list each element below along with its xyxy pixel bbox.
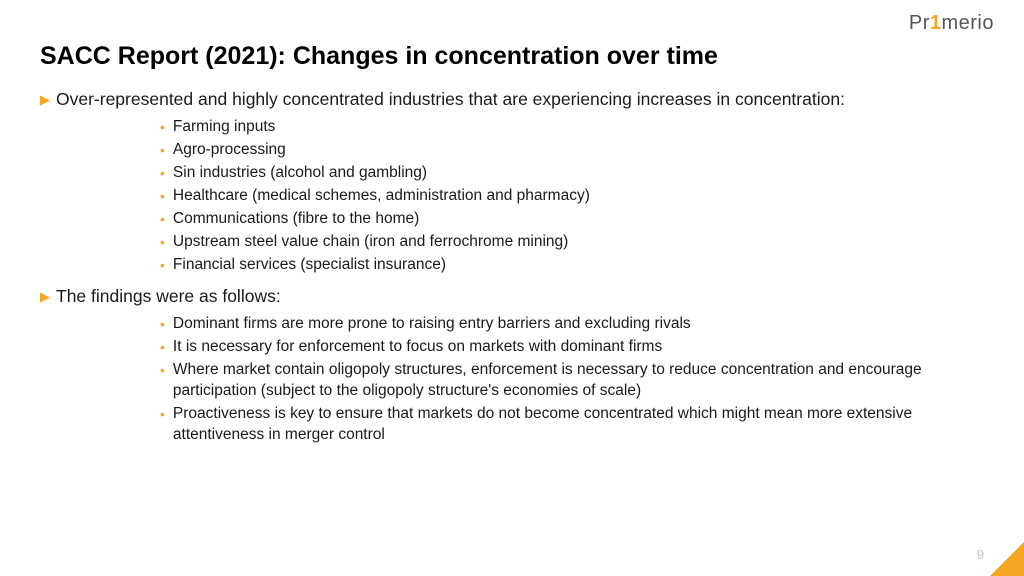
corner-accent-icon [990, 542, 1024, 576]
list-item-text: Communications (fibre to the home) [173, 209, 984, 230]
list-item: • Communications (fibre to the home) [160, 209, 984, 230]
list-item-text: Agro-processing [173, 140, 984, 161]
dot-bullet-icon: • [160, 337, 165, 358]
list-item-text: Sin industries (alcohol and gambling) [173, 163, 984, 184]
list-item: • Agro-processing [160, 140, 984, 161]
section-1: ▶ The findings were as follows: • Dominan… [40, 286, 984, 446]
triangle-bullet-icon: ▶ [40, 89, 50, 111]
list-item-text: Proactiveness is key to ensure that mark… [173, 404, 984, 446]
dot-bullet-icon: • [160, 232, 165, 253]
dot-bullet-icon: • [160, 255, 165, 276]
brand-logo: Pr1merio [909, 12, 994, 35]
section-heading: ▶ The findings were as follows: [40, 286, 984, 308]
list-item-text: Dominant firms are more prone to raising… [173, 314, 984, 335]
slide: Pr1merio SACC Report (2021): Changes in … [0, 0, 1024, 576]
list-item: • Healthcare (medical schemes, administra… [160, 186, 984, 207]
dot-bullet-icon: • [160, 404, 165, 425]
list-item: • Proactiveness is key to ensure that mar… [160, 404, 984, 446]
dot-bullet-icon: • [160, 163, 165, 184]
list-item: • Farming inputs [160, 117, 984, 138]
logo-post: merio [941, 12, 994, 34]
dot-bullet-icon: • [160, 209, 165, 230]
logo-accent: 1 [930, 12, 942, 34]
list-item: • Upstream steel value chain (iron and fe… [160, 232, 984, 253]
section-0: ▶ Over-represented and highly concentrat… [40, 89, 984, 276]
logo-pre: Pr [909, 12, 930, 34]
section-heading-text: Over-represented and highly concentrated… [56, 89, 845, 110]
section-heading: ▶ Over-represented and highly concentrat… [40, 89, 984, 111]
list-item-text: Farming inputs [173, 117, 984, 138]
list-item-text: Healthcare (medical schemes, administrat… [173, 186, 984, 207]
dot-bullet-icon: • [160, 314, 165, 335]
dot-bullet-icon: • [160, 186, 165, 207]
triangle-bullet-icon: ▶ [40, 286, 50, 308]
list-item-text: Financial services (specialist insurance… [173, 255, 984, 276]
list-item-text: It is necessary for enforcement to focus… [173, 337, 984, 358]
dot-bullet-icon: • [160, 140, 165, 161]
list-item: • It is necessary for enforcement to focu… [160, 337, 984, 358]
list-item: • Dominant firms are more prone to raisin… [160, 314, 984, 335]
slide-title: SACC Report (2021): Changes in concentra… [40, 42, 984, 71]
dot-bullet-icon: • [160, 360, 165, 381]
dot-bullet-icon: • [160, 117, 165, 138]
section-0-list: • Farming inputs • Agro-processing • Sin in… [160, 117, 984, 276]
list-item-text: Upstream steel value chain (iron and fer… [173, 232, 984, 253]
section-1-list: • Dominant firms are more prone to raisin… [160, 314, 984, 446]
list-item: • Sin industries (alcohol and gambling) [160, 163, 984, 184]
list-item: • Financial services (specialist insuranc… [160, 255, 984, 276]
page-number: 9 [977, 547, 984, 562]
list-item: • Where market contain oligopoly structur… [160, 360, 984, 402]
list-item-text: Where market contain oligopoly structure… [173, 360, 984, 402]
section-heading-text: The findings were as follows: [56, 286, 281, 307]
